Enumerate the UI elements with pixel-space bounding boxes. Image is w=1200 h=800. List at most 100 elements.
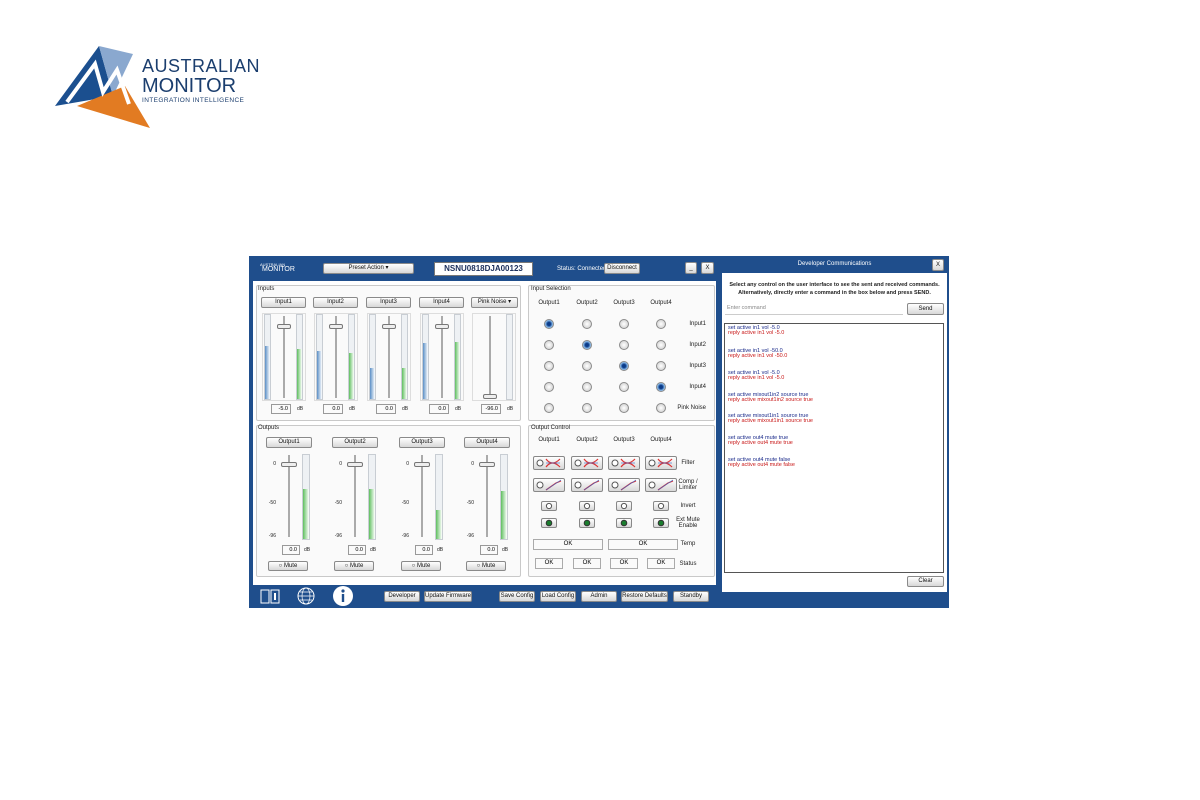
radio[interactable] bbox=[544, 340, 554, 350]
info-glyph bbox=[333, 586, 353, 606]
level-box[interactable]: -96.0 bbox=[481, 404, 501, 414]
radio[interactable] bbox=[544, 403, 554, 413]
row-label: Filter bbox=[681, 460, 695, 466]
radio[interactable] bbox=[619, 340, 629, 350]
ext-mute-button[interactable] bbox=[579, 518, 595, 528]
input-button[interactable]: Input4 bbox=[419, 297, 464, 308]
output-button[interactable]: Output4 bbox=[464, 437, 510, 448]
control-button[interactable] bbox=[533, 456, 565, 470]
invert-button[interactable] bbox=[579, 501, 595, 511]
radio[interactable] bbox=[619, 361, 629, 371]
dev-close-button[interactable]: X bbox=[932, 259, 944, 271]
manual-icon[interactable] bbox=[260, 587, 280, 605]
input-button[interactable]: Input1 bbox=[261, 297, 306, 308]
radio[interactable] bbox=[656, 361, 666, 371]
control-button[interactable] bbox=[608, 478, 640, 492]
pink-noise-dropdown[interactable]: Pink Noise ▾ bbox=[471, 297, 518, 308]
mute-button[interactable]: ○ Mute bbox=[268, 561, 308, 571]
scale-label: -50 bbox=[334, 500, 342, 506]
toolbar-button[interactable]: Standby bbox=[673, 591, 709, 602]
log-sent: set active in1 vol -5.0 bbox=[728, 370, 780, 376]
radio[interactable] bbox=[656, 340, 666, 350]
radio[interactable] bbox=[582, 340, 592, 350]
unit: dB bbox=[297, 406, 304, 412]
radio[interactable] bbox=[582, 361, 592, 371]
radio[interactable] bbox=[544, 361, 554, 371]
scale-label: -50 bbox=[466, 500, 474, 506]
radio[interactable] bbox=[582, 382, 592, 392]
slider-knob[interactable] bbox=[435, 324, 449, 329]
input-button[interactable]: Input3 bbox=[366, 297, 411, 308]
slider-knob[interactable] bbox=[281, 462, 297, 467]
radio[interactable] bbox=[582, 403, 592, 413]
ext-mute-button[interactable] bbox=[541, 518, 557, 528]
logo-tagline: INTEGRATION INTELLIGENCE bbox=[142, 97, 245, 104]
slider-knob[interactable] bbox=[329, 324, 343, 329]
control-button[interactable] bbox=[533, 478, 565, 492]
minimize-button[interactable]: _ bbox=[685, 262, 697, 274]
control-button[interactable] bbox=[571, 456, 603, 470]
radio[interactable] bbox=[656, 403, 666, 413]
slider-knob[interactable] bbox=[414, 462, 430, 467]
meter-level bbox=[317, 351, 322, 399]
level-box[interactable]: 0.0 bbox=[480, 545, 498, 555]
slider-knob[interactable] bbox=[382, 324, 396, 329]
control-button[interactable] bbox=[645, 456, 677, 470]
radio[interactable] bbox=[619, 382, 629, 392]
control-button[interactable] bbox=[645, 478, 677, 492]
toolbar-button[interactable]: Load Config bbox=[540, 591, 576, 602]
radio[interactable] bbox=[656, 382, 666, 392]
mute-button[interactable]: ○ Mute bbox=[466, 561, 506, 571]
mute-button[interactable]: ○ Mute bbox=[334, 561, 374, 571]
mute-button[interactable]: ○ Mute bbox=[401, 561, 441, 571]
level-box[interactable]: -5.0 bbox=[271, 404, 291, 414]
send-button[interactable]: Send bbox=[907, 303, 944, 315]
ext-mute-button[interactable] bbox=[653, 518, 669, 528]
slider-knob[interactable] bbox=[479, 462, 495, 467]
invert-button[interactable] bbox=[616, 501, 632, 511]
level-box[interactable]: 0.0 bbox=[415, 545, 433, 555]
control-button[interactable] bbox=[571, 478, 603, 492]
control-button[interactable] bbox=[608, 456, 640, 470]
toolbar-button[interactable]: Update Firmware bbox=[424, 591, 472, 602]
input-button[interactable]: Input2 bbox=[313, 297, 358, 308]
invert-button[interactable] bbox=[541, 501, 557, 511]
logo-mark bbox=[55, 46, 150, 128]
radio[interactable] bbox=[656, 319, 666, 329]
output-status: OK bbox=[610, 558, 638, 569]
radio[interactable] bbox=[582, 319, 592, 329]
radio[interactable] bbox=[544, 382, 554, 392]
slider-knob[interactable] bbox=[347, 462, 363, 467]
radio[interactable] bbox=[544, 319, 554, 329]
toolbar-button[interactable]: Admin bbox=[581, 591, 617, 602]
disconnect-button[interactable]: Disconnect bbox=[604, 263, 640, 274]
slider-knob[interactable] bbox=[483, 394, 497, 399]
level-box[interactable]: 0.0 bbox=[376, 404, 396, 414]
output-button[interactable]: Output2 bbox=[332, 437, 378, 448]
level-box[interactable]: 0.0 bbox=[348, 545, 366, 555]
radio[interactable] bbox=[619, 319, 629, 329]
scale-label: -50 bbox=[268, 500, 276, 506]
toolbar-button[interactable]: Save Config bbox=[499, 591, 535, 602]
close-button[interactable]: X bbox=[701, 262, 714, 274]
toggle-icon bbox=[620, 502, 628, 510]
radio[interactable] bbox=[619, 403, 629, 413]
info-icon[interactable] bbox=[332, 585, 354, 607]
output-button[interactable]: Output3 bbox=[399, 437, 445, 448]
slider-knob[interactable] bbox=[277, 324, 291, 329]
level-box[interactable]: 0.0 bbox=[282, 545, 300, 555]
network-icon[interactable] bbox=[296, 586, 316, 606]
toolbar-button[interactable]: Developer bbox=[384, 591, 420, 602]
column-header: Output1 bbox=[538, 437, 560, 443]
level-box[interactable]: 0.0 bbox=[429, 404, 449, 414]
toolbar-button[interactable]: Restore Defaults bbox=[621, 591, 668, 602]
clear-button[interactable]: Clear bbox=[907, 576, 944, 587]
command-input[interactable]: Enter command bbox=[725, 303, 903, 315]
invert-button[interactable] bbox=[653, 501, 669, 511]
ext-mute-button[interactable] bbox=[616, 518, 632, 528]
preset-dropdown[interactable]: Preset Action ▾ bbox=[323, 263, 414, 274]
level-box[interactable]: 0.0 bbox=[323, 404, 343, 414]
output-button[interactable]: Output1 bbox=[266, 437, 312, 448]
meter-track bbox=[435, 454, 443, 540]
output-status: OK bbox=[535, 558, 563, 569]
